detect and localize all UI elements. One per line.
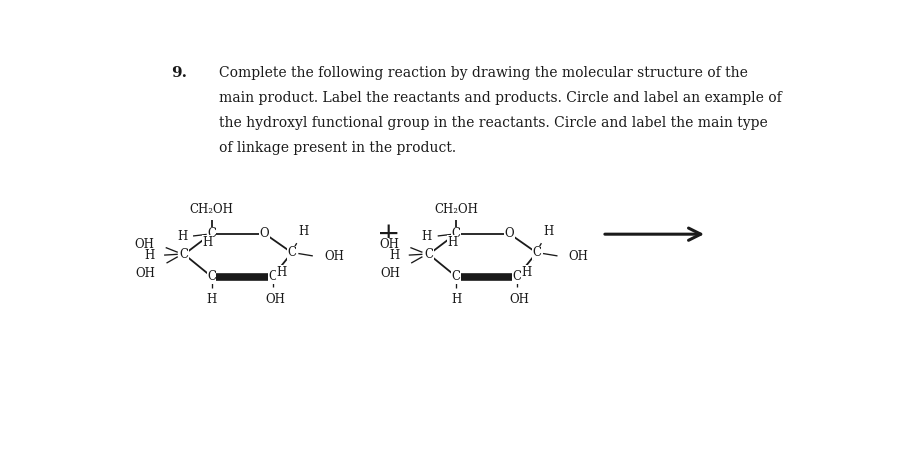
Text: of linkage present in the product.: of linkage present in the product.: [219, 141, 456, 155]
Text: H: H: [447, 236, 457, 249]
Text: H: H: [521, 266, 532, 279]
Text: C: C: [452, 227, 461, 240]
Text: the hydroxyl functional group in the reactants. Circle and label the main type: the hydroxyl functional group in the rea…: [219, 116, 768, 130]
Text: H: H: [144, 248, 154, 261]
Text: H: H: [202, 236, 213, 249]
Text: C: C: [424, 248, 433, 261]
Text: H: H: [422, 230, 432, 243]
Text: C: C: [207, 270, 216, 283]
Text: C: C: [268, 270, 277, 283]
Text: +: +: [377, 220, 400, 248]
Text: H: H: [389, 248, 399, 261]
Text: C: C: [179, 248, 189, 261]
Text: OH: OH: [569, 250, 589, 263]
Text: H: H: [277, 266, 287, 279]
Text: Complete the following reaction by drawing the molecular structure of the: Complete the following reaction by drawi…: [219, 66, 748, 80]
Text: OH: OH: [135, 267, 155, 280]
Text: H: H: [451, 292, 461, 306]
Text: H: H: [177, 230, 188, 243]
Text: OH: OH: [379, 238, 399, 251]
Text: OH: OH: [324, 250, 344, 263]
Text: OH: OH: [134, 238, 154, 251]
Text: H: H: [207, 292, 216, 306]
Text: CH₂OH: CH₂OH: [434, 203, 478, 216]
Text: H: H: [543, 225, 553, 238]
Text: C: C: [452, 270, 461, 283]
Text: OH: OH: [265, 292, 285, 306]
Text: C: C: [207, 227, 216, 240]
Text: OH: OH: [510, 292, 529, 306]
Text: C: C: [513, 270, 521, 283]
Text: O: O: [260, 227, 270, 240]
Text: C: C: [288, 246, 297, 259]
Text: O: O: [504, 227, 514, 240]
Text: 9.: 9.: [170, 66, 187, 80]
Text: OH: OH: [380, 267, 400, 280]
Text: main product. Label the reactants and products. Circle and label an example of: main product. Label the reactants and pr…: [219, 91, 782, 105]
Text: H: H: [299, 225, 308, 238]
Text: C: C: [532, 246, 541, 259]
Text: CH₂OH: CH₂OH: [189, 203, 234, 216]
